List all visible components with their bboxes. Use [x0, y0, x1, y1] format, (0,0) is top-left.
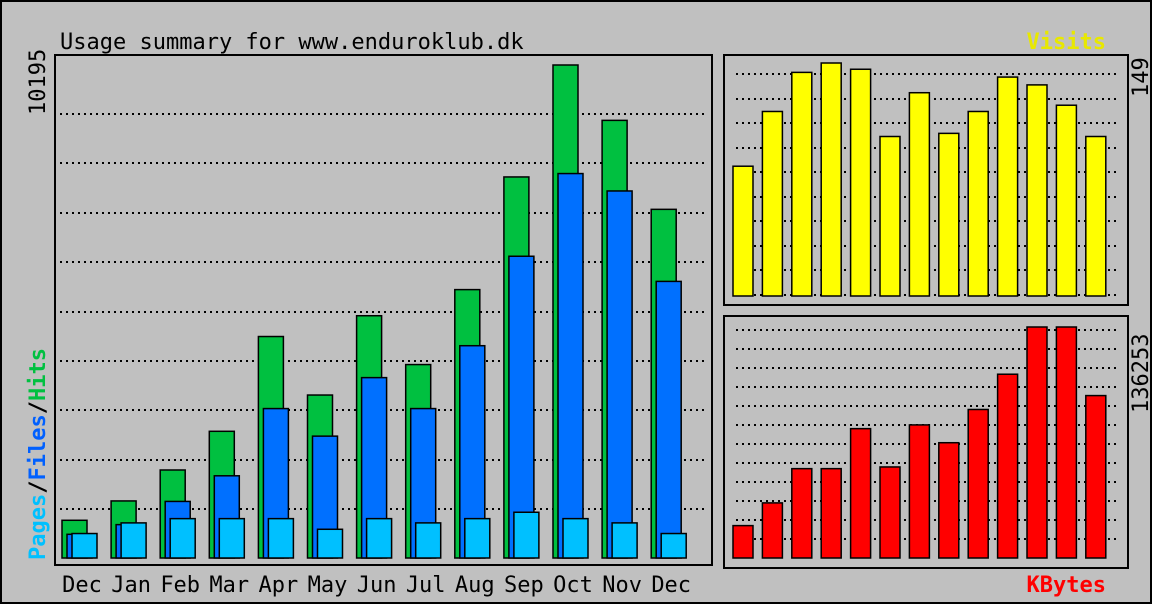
pages-bar: [169, 517, 196, 559]
visits-bar: [938, 132, 960, 297]
visits-bar: [849, 68, 872, 297]
files-bar: [655, 280, 682, 559]
x-axis-labels: Dec Jan Feb Mar Apr May Jun Jul Aug Sep Oct Nov Dec: [62, 573, 691, 598]
chart-title: Usage summary for www.enduroklub.dk: [60, 30, 524, 55]
visits-bar: [791, 71, 813, 297]
files-bar: [606, 190, 633, 559]
visits-panel: [723, 54, 1129, 306]
kbytes-bar: [761, 502, 784, 559]
kbytes-bar: [996, 373, 1019, 559]
kbytes-bar: [791, 467, 813, 559]
pages-bar: [218, 517, 246, 559]
legend-hits: Hits: [26, 348, 51, 401]
kbytes-ymax-label: 136253: [1129, 334, 1152, 413]
month-label: Feb: [160, 573, 200, 598]
visits-bar: [1085, 135, 1107, 297]
month-label: Dec: [62, 573, 102, 598]
visits-bar: [879, 135, 901, 297]
kbytes-bar: [879, 466, 901, 559]
kbytes-panel: [723, 315, 1129, 569]
pages-bar: [414, 522, 442, 559]
month-label: Jan: [111, 573, 151, 598]
pages-bar: [660, 532, 687, 559]
legend-pages: Pages: [26, 494, 51, 560]
kbytes-bar: [908, 424, 931, 559]
visits-bar: [1026, 84, 1048, 297]
visits-bar: [732, 165, 754, 297]
pages-bar: [562, 517, 589, 559]
legend-separator-1: /: [26, 481, 51, 494]
legend-pages-files-hits: Pages/Files/Hits: [26, 348, 51, 560]
visits-bar: [761, 110, 784, 297]
visits-ymax-label: 149: [1129, 57, 1152, 97]
visits-gridlines: [736, 73, 1118, 296]
pages-bar: [316, 528, 344, 559]
visits-bar: [967, 110, 989, 297]
kbytes-bar: [938, 441, 960, 559]
month-label: Dec: [651, 573, 691, 598]
legend-visits: Visits: [1027, 30, 1106, 55]
main-ymax-label: 10195: [26, 49, 51, 115]
month-label: Nov: [602, 573, 642, 598]
month-label: Jul: [406, 573, 446, 598]
kbytes-bar: [1026, 326, 1048, 559]
main-gridlines: [60, 113, 708, 510]
kbytes-bar: [967, 408, 989, 559]
pages-bar: [513, 511, 540, 559]
visits-bar: [996, 76, 1019, 297]
pages-bar: [120, 522, 147, 559]
visits-bars: [732, 62, 1107, 297]
month-label: Jun: [357, 573, 397, 598]
kbytes-bar: [1055, 326, 1078, 559]
main-bars: [61, 64, 687, 559]
legend-files: Files: [26, 414, 51, 480]
pages-bar: [611, 522, 638, 559]
month-label: Sep: [504, 573, 544, 598]
visits-bar: [908, 91, 931, 297]
visits-bar: [1055, 104, 1078, 297]
month-label: Apr: [259, 573, 299, 598]
kbytes-bars: [732, 326, 1107, 559]
pages-bar: [71, 532, 98, 559]
month-label: Mar: [209, 573, 249, 598]
visits-bar: [820, 62, 842, 297]
month-label: Aug: [455, 573, 495, 598]
pages-bar: [365, 517, 393, 559]
kbytes-bar: [1085, 394, 1107, 559]
legend-kbytes: KBytes: [1027, 573, 1106, 598]
kbytes-bar: [849, 427, 872, 559]
pages-bar: [464, 517, 491, 559]
pages-bar: [267, 517, 295, 559]
month-label: May: [308, 573, 348, 598]
kbytes-bar: [732, 524, 754, 559]
kbytes-bar: [820, 467, 842, 559]
files-bar: [557, 172, 584, 559]
month-label: Oct: [553, 573, 593, 598]
kbytes-gridlines: [736, 329, 1118, 540]
legend-separator-2: /: [26, 401, 51, 414]
main-panel: [54, 54, 713, 566]
